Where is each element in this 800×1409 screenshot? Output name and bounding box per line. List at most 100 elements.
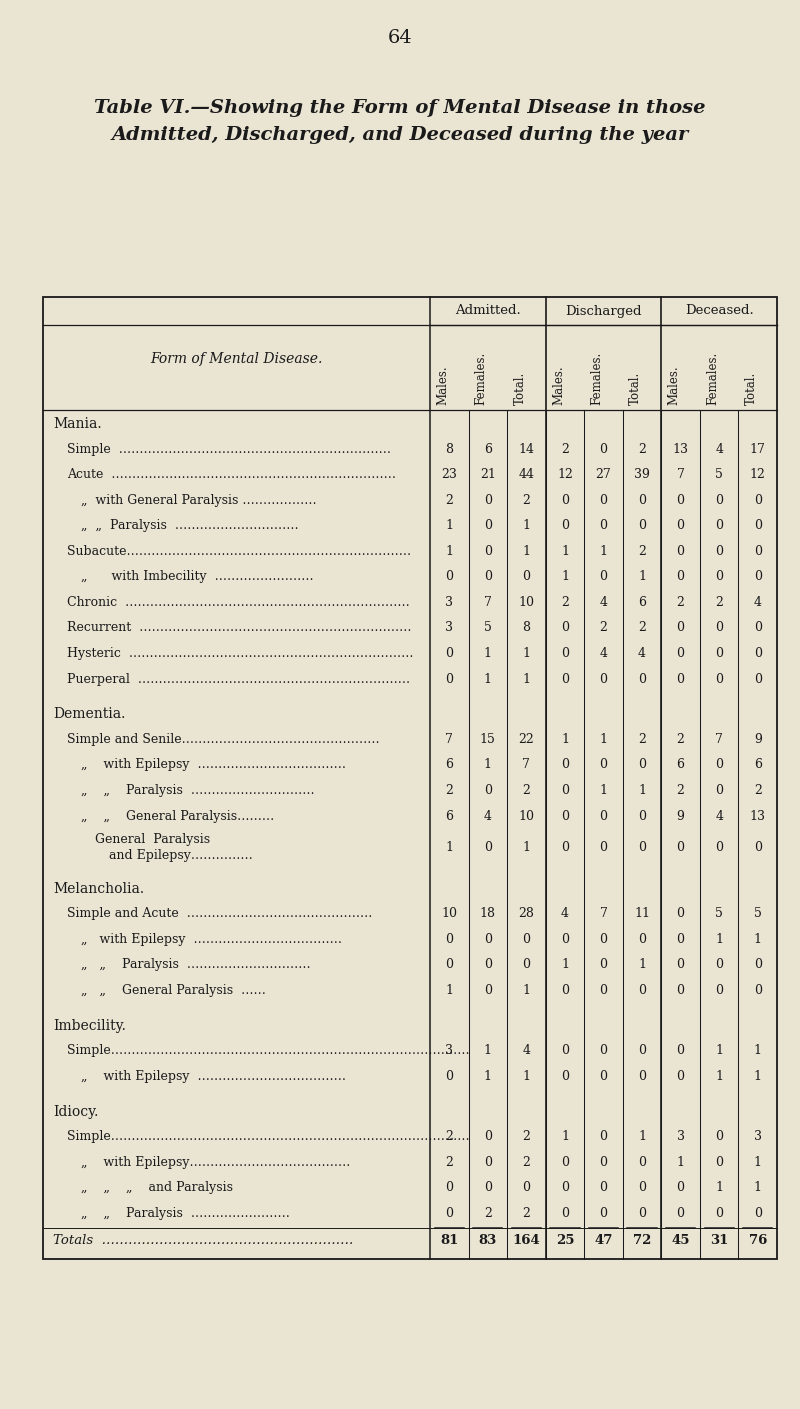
Text: 0: 0 bbox=[677, 1206, 685, 1220]
Text: Females.: Females. bbox=[475, 352, 488, 404]
Text: Simple  …………………………………………………………: Simple ………………………………………………………… bbox=[67, 442, 391, 455]
Text: 0: 0 bbox=[677, 571, 685, 583]
Text: 0: 0 bbox=[484, 493, 492, 507]
Text: 0: 0 bbox=[638, 933, 646, 945]
Text: 0: 0 bbox=[484, 983, 492, 996]
Text: 1: 1 bbox=[522, 983, 530, 996]
Text: 0: 0 bbox=[638, 758, 646, 772]
Text: 6: 6 bbox=[638, 596, 646, 609]
Text: 0: 0 bbox=[715, 758, 723, 772]
Text: 0: 0 bbox=[754, 520, 762, 533]
Text: 0: 0 bbox=[677, 958, 685, 971]
Text: 0: 0 bbox=[561, 493, 569, 507]
Text: 0: 0 bbox=[715, 1155, 723, 1168]
Text: 2: 2 bbox=[446, 783, 454, 797]
Text: Subacute……………………………………………………………: Subacute…………………………………………………………… bbox=[67, 545, 411, 558]
Text: 2: 2 bbox=[638, 442, 646, 455]
Text: 1: 1 bbox=[754, 1155, 762, 1168]
Text: 0: 0 bbox=[754, 647, 762, 659]
Text: 15: 15 bbox=[480, 733, 496, 745]
Text: 3: 3 bbox=[677, 1130, 685, 1143]
Text: 1: 1 bbox=[522, 1069, 530, 1082]
Text: 1: 1 bbox=[754, 1181, 762, 1195]
Text: 0: 0 bbox=[599, 983, 607, 996]
Text: Deceased.: Deceased. bbox=[685, 304, 754, 317]
Text: Imbecility.: Imbecility. bbox=[53, 1019, 126, 1033]
Text: 5: 5 bbox=[715, 468, 723, 482]
Text: 0: 0 bbox=[638, 810, 646, 823]
Text: 47: 47 bbox=[594, 1234, 613, 1247]
Text: General  Paralysis: General Paralysis bbox=[95, 833, 210, 845]
Text: 1: 1 bbox=[522, 545, 530, 558]
Text: 27: 27 bbox=[596, 468, 611, 482]
Text: 1: 1 bbox=[677, 1155, 685, 1168]
Text: 1: 1 bbox=[522, 647, 530, 659]
Text: 1: 1 bbox=[446, 983, 454, 996]
Text: 0: 0 bbox=[446, 1069, 454, 1082]
Text: 2: 2 bbox=[677, 783, 685, 797]
Text: 1: 1 bbox=[484, 1069, 492, 1082]
Text: 2: 2 bbox=[677, 733, 685, 745]
Text: 0: 0 bbox=[446, 1206, 454, 1220]
Text: 44: 44 bbox=[518, 468, 534, 482]
Text: Admitted, Discharged, and Deceased during the year: Admitted, Discharged, and Deceased durin… bbox=[111, 125, 689, 144]
Text: Simple and Senile…………………………………………: Simple and Senile………………………………………… bbox=[67, 733, 380, 745]
Text: 64: 64 bbox=[388, 30, 412, 46]
Text: 3: 3 bbox=[446, 596, 454, 609]
Text: 21: 21 bbox=[480, 468, 496, 482]
Text: Females.: Females. bbox=[706, 352, 719, 404]
Text: 2: 2 bbox=[522, 1130, 530, 1143]
Text: 7: 7 bbox=[484, 596, 492, 609]
Text: 12: 12 bbox=[557, 468, 573, 482]
Text: 1: 1 bbox=[638, 1130, 646, 1143]
Text: 0: 0 bbox=[715, 571, 723, 583]
Text: 81: 81 bbox=[440, 1234, 458, 1247]
Text: 0: 0 bbox=[638, 1155, 646, 1168]
Text: 45: 45 bbox=[671, 1234, 690, 1247]
Text: 0: 0 bbox=[754, 841, 762, 854]
Text: 0: 0 bbox=[484, 1181, 492, 1195]
Text: 3: 3 bbox=[446, 621, 454, 634]
Text: 0: 0 bbox=[446, 933, 454, 945]
Text: 28: 28 bbox=[518, 907, 534, 920]
Text: 0: 0 bbox=[484, 958, 492, 971]
Text: 0: 0 bbox=[677, 1069, 685, 1082]
Text: 0: 0 bbox=[561, 758, 569, 772]
Text: 1: 1 bbox=[446, 545, 454, 558]
Text: 2: 2 bbox=[446, 1155, 454, 1168]
Text: 0: 0 bbox=[599, 1130, 607, 1143]
Text: 1: 1 bbox=[484, 1044, 492, 1057]
Text: 39: 39 bbox=[634, 468, 650, 482]
Text: 0: 0 bbox=[715, 1206, 723, 1220]
Text: 0: 0 bbox=[754, 545, 762, 558]
Text: 0: 0 bbox=[561, 1206, 569, 1220]
Text: 1: 1 bbox=[715, 1044, 723, 1057]
Text: 0: 0 bbox=[484, 571, 492, 583]
Text: 0: 0 bbox=[522, 571, 530, 583]
Text: 1: 1 bbox=[599, 733, 607, 745]
Text: 2: 2 bbox=[715, 596, 723, 609]
Text: 8: 8 bbox=[446, 442, 454, 455]
Text: 2: 2 bbox=[638, 545, 646, 558]
Text: 0: 0 bbox=[484, 1130, 492, 1143]
Text: 5: 5 bbox=[715, 907, 723, 920]
Text: 0: 0 bbox=[754, 983, 762, 996]
Text: 0: 0 bbox=[561, 841, 569, 854]
Text: „   „    General Paralysis  ……: „ „ General Paralysis …… bbox=[81, 983, 266, 996]
Text: Melancholia.: Melancholia. bbox=[53, 882, 144, 896]
Text: Admitted.: Admitted. bbox=[455, 304, 521, 317]
Text: 1: 1 bbox=[522, 672, 530, 686]
Text: 1: 1 bbox=[522, 520, 530, 533]
Text: 2: 2 bbox=[484, 1206, 492, 1220]
Text: 0: 0 bbox=[599, 571, 607, 583]
Text: 13: 13 bbox=[673, 442, 689, 455]
Text: 0: 0 bbox=[677, 983, 685, 996]
Text: 0: 0 bbox=[599, 520, 607, 533]
Text: 0: 0 bbox=[484, 1155, 492, 1168]
Text: 1: 1 bbox=[561, 571, 569, 583]
Text: 0: 0 bbox=[484, 933, 492, 945]
Text: 0: 0 bbox=[715, 520, 723, 533]
Text: Table VI.—Showing the Form of Mental Disease in those: Table VI.—Showing the Form of Mental Dis… bbox=[94, 99, 706, 117]
Text: Idiocy.: Idiocy. bbox=[53, 1105, 98, 1119]
Text: 0: 0 bbox=[484, 520, 492, 533]
